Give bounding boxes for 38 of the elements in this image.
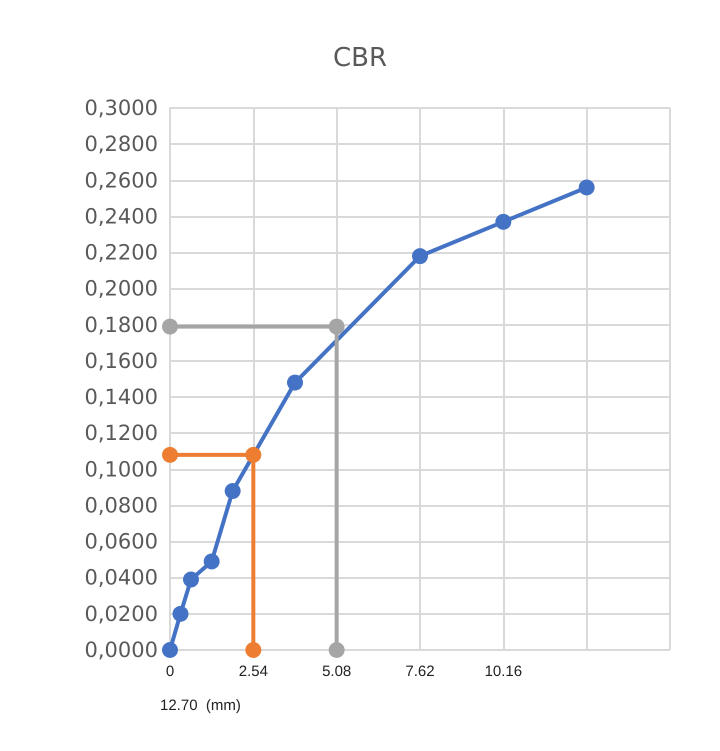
y-tick-label: 0,2000: [84, 276, 158, 301]
point: [495, 214, 512, 230]
point: [412, 248, 428, 264]
x-tick-label: 10.16: [484, 663, 522, 680]
x-tick-label: 5.08: [322, 663, 352, 680]
y-tick-label: 0,1800: [84, 312, 158, 337]
y-tick-label: 0,0600: [84, 530, 158, 554]
point: [328, 318, 345, 335]
x-tick-label: 0: [166, 663, 174, 680]
point: [162, 642, 178, 658]
point: [162, 318, 178, 335]
y-tick-label: 0,1200: [84, 421, 158, 446]
point: [172, 606, 188, 622]
point: [204, 553, 220, 570]
y-tick-label: 0,1400: [84, 385, 158, 410]
y-tick-label: 0,0400: [84, 566, 158, 590]
y-tick-label: 0,2600: [84, 168, 158, 192]
point: [245, 446, 262, 463]
y-tick-label: 0,0000: [84, 638, 158, 662]
y-tick-label: 0,1600: [84, 348, 158, 373]
y-tick-label: 0,0800: [84, 493, 158, 518]
x-axis-title: 12.70 (mm): [160, 697, 241, 714]
x-tick-label: 2.54: [238, 663, 268, 680]
y-tick-label: 0,2400: [84, 204, 158, 228]
y-tick-label: 0,2200: [84, 240, 158, 265]
chart-title: CBR: [332, 43, 388, 73]
y-tick-label: 0,3000: [84, 96, 158, 120]
point: [162, 446, 178, 463]
point: [578, 179, 595, 196]
point: [287, 374, 303, 391]
point: [328, 642, 345, 658]
y-tick-label: 0,1000: [84, 457, 158, 482]
point: [183, 572, 199, 588]
point: [224, 483, 241, 500]
y-tick-label: 0,0200: [84, 602, 158, 626]
x-tick-label: 7.62: [405, 663, 435, 680]
y-tick-label: 0,2800: [84, 132, 158, 156]
point: [245, 642, 262, 658]
